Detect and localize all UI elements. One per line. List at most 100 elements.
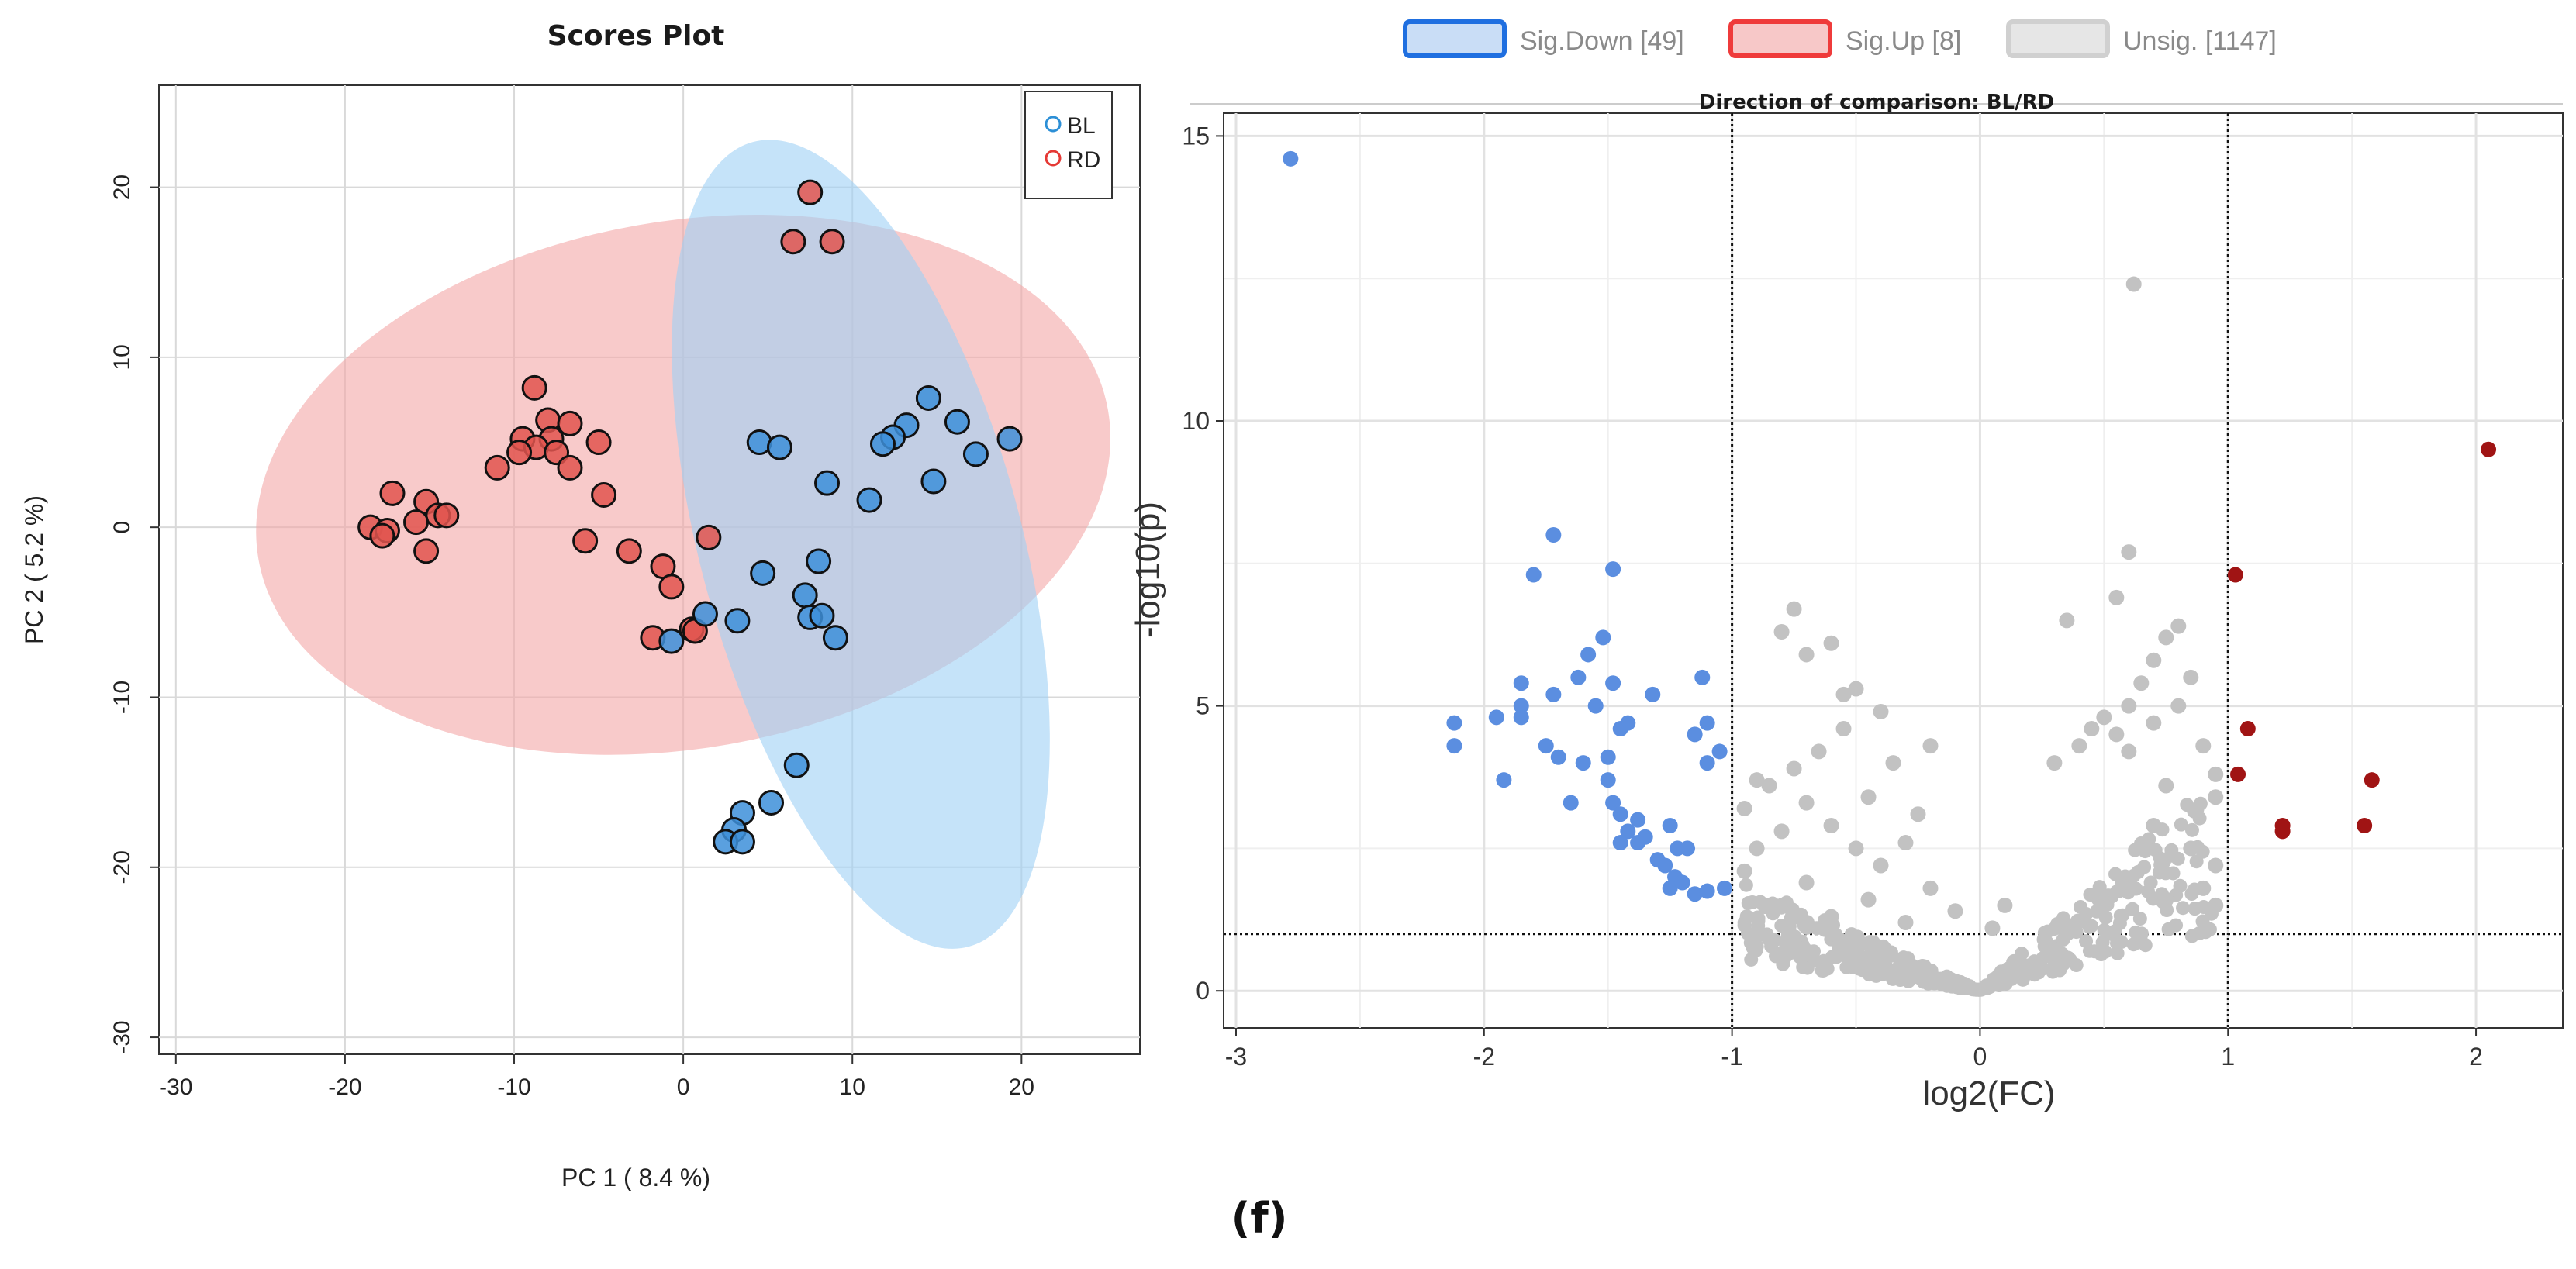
score-point-bl (920, 468, 947, 495)
scores-plot: Scores Plot -30 -20 -10 0 10 20 -30 -20 -10 0 10 2… (20, 20, 1141, 1191)
volcano-point-unsig (1835, 686, 1852, 702)
scores-y-tick-label: 0 (109, 521, 135, 534)
volcano-point-unsig (1848, 681, 1864, 697)
volcano-point-sigdown (1575, 755, 1591, 771)
volcano-point-sigdown (1662, 818, 1678, 834)
score-point-bl (822, 625, 848, 651)
volcano-point-sigdown (1587, 698, 1604, 714)
volcano-point-unsig (2108, 589, 2125, 605)
volcano-point-unsig (1897, 914, 1914, 930)
volcano-point-unsig-cloud (1782, 939, 1797, 953)
volcano-point-sigdown (1711, 743, 1728, 760)
scores-x-tick-label: -30 (159, 1074, 192, 1100)
volcano-point-unsig-cloud (1833, 937, 1848, 952)
score-point-rd (572, 528, 599, 554)
volcano-point-unsig-cloud (1917, 962, 1932, 977)
volcano-point-unsig-cloud (2141, 885, 2156, 899)
volcano-point-unsig-cloud (2069, 925, 2084, 940)
volcano-point-sigdown (1637, 829, 1653, 845)
volcano-point-sigdown (1496, 772, 1512, 788)
volcano-point-unsig (1749, 840, 1765, 857)
volcano-point-unsig (2121, 743, 2137, 760)
volcano-x-tick-label: 2 (2469, 1043, 2483, 1071)
volcano-point-sigdown (1620, 823, 1636, 840)
volcano-point-unsig (1786, 760, 1802, 777)
score-point-bl (869, 431, 896, 457)
volcano-point-sigdown (1699, 755, 1715, 771)
volcano-x-tick-label: 0 (1973, 1043, 1987, 1071)
volcano-point-sigdown (1550, 749, 1566, 765)
volcano-point-unsig (1910, 806, 1926, 822)
volcano-point-sigdown (1525, 567, 1542, 583)
volcano-point-unsig-cloud (1846, 946, 1861, 960)
volcano-point-unsig-cloud (2114, 935, 2129, 950)
volcano-point-unsig (1773, 624, 1790, 640)
volcano-point-unsig (2170, 698, 2187, 714)
volcano-point-unsig (1984, 920, 2001, 936)
scores-y-tick-label: -10 (109, 681, 135, 714)
volcano-point-unsig (2108, 726, 2125, 743)
volcano-point-unsig (2158, 629, 2174, 646)
volcano-point-unsig-cloud (1891, 960, 1906, 974)
volcano-point-unsig-cloud (2040, 924, 2055, 939)
scores-x-tick-label: 10 (840, 1074, 865, 1100)
score-point-rd (557, 454, 583, 481)
volcano-point-sigdown (1630, 812, 1646, 828)
volcano-point-unsig (1860, 891, 1877, 908)
scores-x-axis-label: PC 1 ( 8.4 %) (561, 1164, 710, 1191)
volcano-point-unsig (1860, 789, 1877, 805)
volcano-plot-area (1223, 112, 2564, 1029)
volcano-point-unsig-cloud (2189, 854, 2204, 869)
volcano-point-unsig-cloud (1855, 963, 1870, 978)
scores-x-tick-label: 20 (1009, 1074, 1034, 1100)
volcano-point-unsig-cloud (1848, 930, 1863, 945)
volcano-point-unsig-cloud (2152, 865, 2167, 880)
volcano-point-sigdown (1580, 647, 1597, 663)
volcano-point-sigdown (1283, 150, 1299, 167)
volcano-y-tick-label: 10 (1182, 407, 1210, 435)
volcano-point-unsig (2208, 766, 2224, 782)
volcano-point-unsig (1873, 703, 1889, 719)
volcano-point-sigup (2481, 441, 2497, 457)
volcano-point-unsig (1749, 772, 1765, 788)
volcano-point-unsig (2146, 818, 2162, 834)
volcano-point-unsig (2121, 698, 2137, 714)
volcano-point-sigdown (1538, 738, 1554, 754)
score-point-rd (484, 454, 510, 481)
score-point-rd (369, 522, 395, 549)
volcano-point-unsig (2071, 738, 2087, 754)
volcano-point-unsig-cloud (1980, 981, 1995, 995)
volcano-point-unsig (2046, 755, 2063, 771)
scores-legend: BL RD (1024, 91, 1113, 199)
volcano-point-sigdown (1694, 669, 1711, 685)
volcano-point-unsig-cloud (2169, 918, 2184, 933)
volcano-point-unsig-cloud (2125, 902, 2139, 916)
volcano-point-unsig-cloud (2184, 822, 2199, 837)
volcano-point-sigup (2357, 818, 2373, 834)
volcano-point-sigdown (1545, 527, 1562, 543)
legend-sig-up-label: Sig.Up [8] (1846, 26, 1961, 56)
volcano-point-unsig (2096, 709, 2112, 726)
volcano-point-unsig-cloud (1796, 960, 1811, 974)
volcano-point-unsig (1736, 863, 1752, 879)
volcano-plot: Sig.Down [49] Sig.Up [8] Unsig. [1147] D… (1129, 19, 2564, 1112)
score-point-rd (557, 410, 583, 436)
volcano-point-unsig (2170, 618, 2187, 634)
volcano-point-unsig (2146, 652, 2162, 668)
score-point-bl (783, 752, 810, 778)
volcano-points (1283, 150, 2497, 997)
volcano-point-unsig-cloud (2117, 873, 2132, 888)
volcano-point-unsig-cloud (2029, 964, 2044, 978)
volcano-point-unsig-cloud (1901, 974, 1916, 988)
volcano-point-unsig (1811, 743, 1827, 760)
volcano-point-unsig (1786, 601, 1802, 617)
legend-unsig-swatch (2006, 19, 2110, 58)
volcano-point-unsig-cloud (2166, 866, 2181, 881)
volcano-point-unsig (1798, 874, 1815, 891)
volcano-point-sigdown (1645, 686, 1661, 702)
volcano-point-sigdown (1662, 880, 1678, 896)
volcano-point-unsig (1823, 909, 1839, 925)
scores-plot-title: Scores Plot (547, 20, 725, 52)
score-point-rd (403, 509, 430, 536)
